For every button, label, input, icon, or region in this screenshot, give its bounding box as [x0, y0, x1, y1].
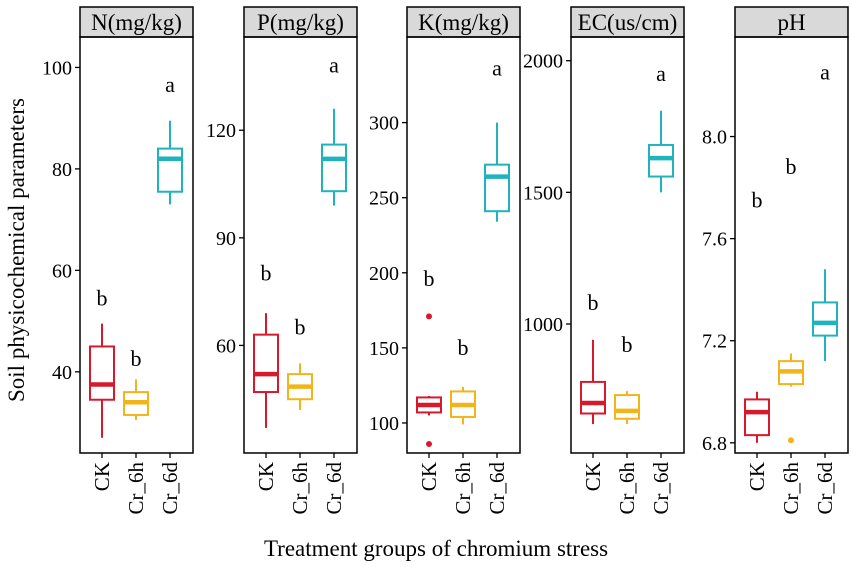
- y-tick-label: 7.6: [702, 229, 727, 251]
- facet-strip: [406, 6, 521, 38]
- significance-letter: b: [458, 335, 469, 360]
- box-CK: [744, 391, 770, 443]
- outlier-point: [426, 440, 432, 447]
- x-tick-label: Cr_6d: [649, 462, 673, 515]
- significance-letter: b: [131, 346, 142, 371]
- significance-letter: a: [656, 61, 666, 86]
- x-tick-label: Cr_6d: [813, 462, 837, 515]
- panel-frame: [734, 36, 849, 454]
- y-tick-label: 80: [52, 159, 72, 181]
- box-Cr_6d: [321, 108, 347, 206]
- outlier-point: [426, 313, 432, 320]
- significance-letter: a: [165, 72, 175, 97]
- significance-letter: b: [261, 261, 272, 286]
- box-Cr_6h: [287, 363, 313, 410]
- box-body: [614, 394, 640, 420]
- y-tick-label: 7.2: [702, 331, 727, 353]
- box-body: [744, 398, 770, 437]
- panel-2: P(mg/kg) 60 90 120 b b a CK Cr_6h Cr_6d: [206, 6, 358, 515]
- significance-letter: a: [820, 60, 830, 85]
- x-tick-label: CK: [90, 462, 114, 491]
- y-axis-label: Soil physicochemical parameters: [4, 98, 29, 402]
- significance-letter: b: [752, 187, 763, 212]
- y-tick-label: 8.0: [702, 127, 727, 149]
- facet-strip: [79, 6, 194, 38]
- box-body: [648, 143, 674, 178]
- box-CK: [89, 323, 115, 438]
- y-tick-label: 6.8: [702, 433, 727, 455]
- outlier-point: [788, 437, 794, 444]
- significance-letter: b: [588, 290, 599, 315]
- box-body: [580, 380, 606, 415]
- y-tick-label: 60: [216, 335, 236, 357]
- x-tick-label: Cr_6h: [124, 462, 148, 515]
- facet-title: pH: [777, 10, 805, 35]
- significance-letter: a: [492, 56, 502, 81]
- y-tick-label: 2000: [523, 51, 563, 73]
- box-Cr_6h: [450, 386, 476, 425]
- y-tick-label: 250: [369, 188, 399, 210]
- significance-letter: b: [424, 266, 435, 291]
- panel-5: pH 6.8 7.2 7.6 8.0 bb a CK Cr_6h Cr_6d: [702, 6, 849, 515]
- box-Cr_6h: [614, 391, 640, 425]
- box-Cr_6d: [484, 122, 510, 222]
- y-tick-label: 200: [369, 263, 399, 285]
- y-tick-label: 60: [52, 260, 72, 282]
- significance-letter: b: [622, 332, 633, 357]
- x-tick-label: CK: [581, 462, 605, 491]
- x-tick-label: Cr_6h: [288, 462, 312, 515]
- facet-title: EC(us/cm): [578, 10, 678, 35]
- x-tick-label: Cr_6h: [451, 462, 475, 515]
- box-body: [89, 345, 115, 401]
- box-CK: [580, 339, 606, 425]
- y-tick-label: 120: [206, 120, 236, 142]
- x-tick-label: CK: [745, 462, 769, 491]
- y-tick-label: 100: [369, 413, 399, 435]
- box-Cr_6h: [778, 353, 804, 444]
- facet-strip: [570, 6, 685, 38]
- x-tick-label: CK: [417, 462, 441, 491]
- y-tick-label: 1000: [523, 314, 563, 336]
- box-Cr_6d: [648, 110, 674, 193]
- y-tick-label: 150: [369, 338, 399, 360]
- significance-letter: b: [786, 154, 797, 179]
- box-Cr_6d: [812, 269, 838, 362]
- box-body: [157, 147, 183, 193]
- y-tick-label: 40: [52, 362, 72, 384]
- box-CK: [416, 313, 442, 447]
- x-axis-label: Treatment groups of chromium stress: [264, 536, 608, 561]
- y-tick-label: 300: [369, 113, 399, 135]
- box-body: [812, 301, 838, 337]
- box-Cr_6d: [157, 120, 183, 205]
- x-tick-label: Cr_6h: [615, 462, 639, 515]
- significance-letter: b: [97, 285, 108, 310]
- facet-title: K(mg/kg): [418, 10, 509, 35]
- box-body: [321, 143, 347, 193]
- y-tick-label: 100: [42, 57, 72, 79]
- facet-title: N(mg/kg): [91, 10, 182, 35]
- box-body: [253, 333, 279, 394]
- facet-title: P(mg/kg): [257, 10, 344, 35]
- panel-1: N(mg/kg) 40 60 80 100 b b a CK Cr_6h Cr_6d: [42, 6, 194, 515]
- x-tick-label: Cr_6d: [158, 462, 182, 515]
- x-tick-label: Cr_6h: [779, 462, 803, 515]
- significance-letter: b: [295, 314, 306, 339]
- box-body: [484, 163, 510, 213]
- panel-3: K(mg/kg) 100 150 200 250 300 b b a CK Cr_6h Cr_6d: [369, 6, 521, 515]
- x-tick-label: CK: [254, 462, 278, 491]
- panel-4: EC(us/cm) 1000 1500 2000 bb a CK Cr_6h Cr_6d: [523, 6, 685, 515]
- x-tick-label: Cr_6d: [485, 462, 509, 515]
- box-CK: [253, 313, 279, 428]
- y-tick-label: 90: [216, 228, 236, 250]
- x-tick-label: Cr_6d: [322, 462, 346, 515]
- significance-letter: a: [329, 53, 339, 78]
- box-Cr_6h: [123, 379, 149, 421]
- y-tick-label: 1500: [523, 182, 563, 204]
